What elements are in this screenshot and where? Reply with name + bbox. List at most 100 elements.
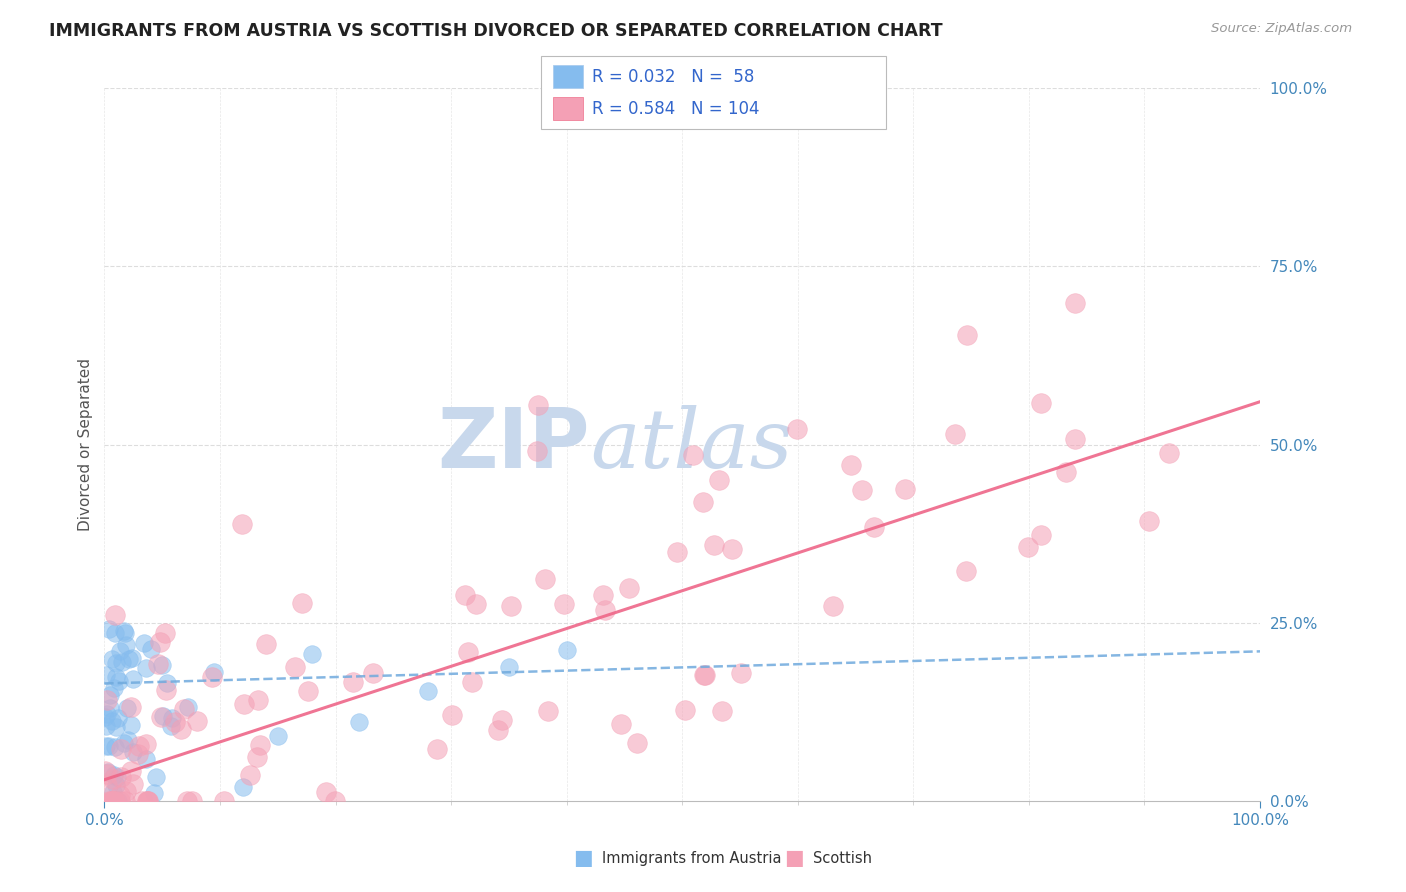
Point (104, 607, 127, 622)
Point (786, 422, 808, 436)
Point (136, 794, 159, 808)
Point (173, 702, 195, 716)
Point (121, 777, 143, 791)
Point (440, 707, 463, 722)
Point (593, 603, 616, 617)
Point (104, 740, 127, 755)
Point (115, 784, 138, 798)
Point (120, 718, 142, 732)
Point (97, 739, 120, 753)
Point (592, 588, 614, 602)
Point (943, 427, 966, 442)
Point (246, 750, 269, 764)
Point (707, 473, 730, 487)
Point (823, 599, 845, 613)
Point (955, 564, 977, 578)
Point (626, 736, 648, 750)
Point (170, 722, 193, 736)
Point (94, 710, 117, 724)
Point (132, 635, 155, 649)
Point (249, 738, 271, 752)
Point (527, 398, 550, 412)
Point (526, 443, 548, 458)
Point (498, 660, 520, 674)
Text: R = 0.584   N = 104: R = 0.584 N = 104 (592, 100, 759, 118)
Point (177, 700, 200, 714)
Point (675, 703, 697, 717)
Point (105, 778, 128, 792)
Point (665, 545, 688, 559)
Point (96, 707, 118, 722)
Point (361, 665, 384, 680)
Point (114, 626, 136, 640)
Point (457, 645, 479, 659)
Point (114, 638, 136, 652)
Point (127, 747, 149, 761)
Point (120, 699, 142, 714)
Point (231, 516, 253, 531)
Text: ■: ■ (785, 848, 804, 868)
Point (110, 742, 132, 756)
Point (416, 683, 439, 698)
Point (135, 737, 157, 751)
Point (100, 794, 122, 808)
Point (710, 704, 733, 718)
Point (155, 626, 177, 640)
Point (139, 642, 162, 657)
Point (101, 784, 124, 798)
Point (342, 675, 364, 690)
Point (156, 676, 179, 690)
Point (101, 794, 124, 808)
Point (135, 794, 157, 808)
Point (128, 739, 150, 753)
Point (533, 573, 555, 587)
Point (112, 624, 135, 638)
Point (111, 655, 134, 669)
Point (114, 794, 136, 808)
Point (247, 692, 270, 706)
Point (115, 700, 138, 714)
Point (703, 538, 725, 552)
Point (1137, 514, 1160, 528)
Point (956, 328, 979, 343)
Point (103, 681, 125, 695)
Point (110, 644, 132, 658)
Y-axis label: Divorced or Separated: Divorced or Separated (79, 358, 93, 531)
Point (97, 764, 120, 779)
Point (110, 770, 132, 784)
Point (212, 794, 235, 808)
Point (135, 661, 157, 675)
Point (112, 736, 135, 750)
Point (104, 794, 127, 808)
Point (232, 780, 254, 795)
Point (454, 588, 477, 602)
Point (103, 768, 125, 782)
Point (159, 719, 181, 733)
Point (96, 693, 118, 707)
Point (499, 599, 522, 614)
Point (150, 657, 173, 672)
Text: R = 0.032   N =  58: R = 0.032 N = 58 (592, 68, 754, 86)
Point (118, 652, 141, 666)
Point (121, 672, 143, 686)
Point (94, 739, 117, 753)
Text: Source: ZipAtlas.com: Source: ZipAtlas.com (1212, 22, 1353, 36)
Text: ■: ■ (574, 848, 593, 868)
Point (491, 713, 513, 727)
Point (426, 742, 449, 756)
Point (863, 520, 886, 534)
Point (145, 770, 167, 784)
Point (98, 794, 121, 808)
Point (202, 665, 225, 679)
Point (315, 785, 337, 799)
Point (347, 715, 370, 730)
Text: ZIP: ZIP (437, 404, 589, 485)
Point (323, 794, 346, 808)
Point (851, 483, 873, 498)
Point (692, 494, 714, 508)
Text: Scottish: Scottish (813, 851, 872, 865)
Point (121, 651, 143, 665)
Point (105, 720, 128, 734)
Point (460, 675, 482, 690)
Point (239, 768, 262, 782)
